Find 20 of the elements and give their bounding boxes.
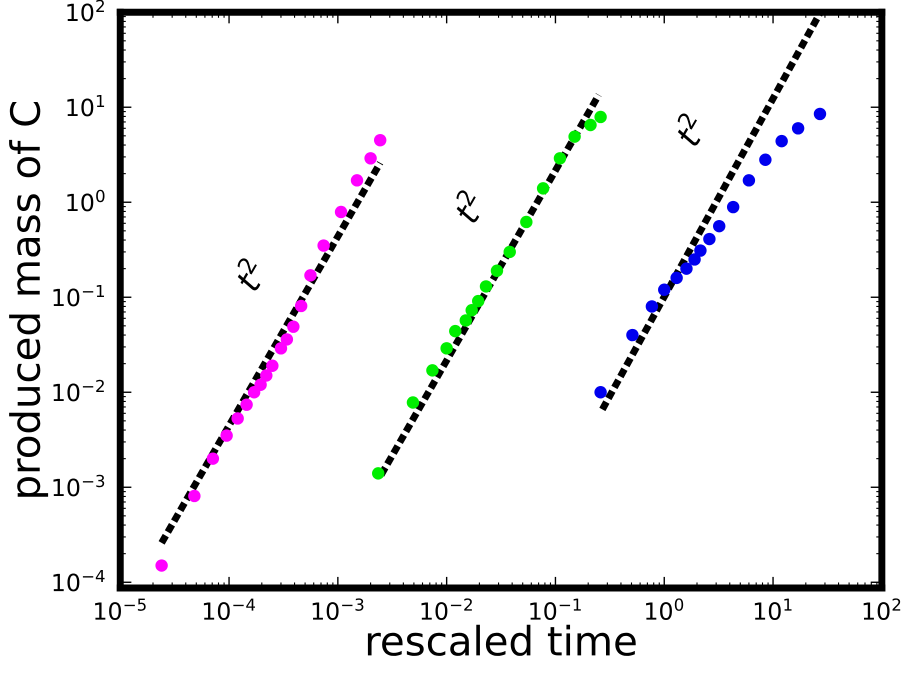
- x-tick-label: 10$^{−4}$: [204, 598, 256, 620]
- x-tick-label: 10$^{0}$: [646, 598, 684, 620]
- x-tick-label: 10$^{1}$: [754, 598, 792, 620]
- x-tick-label: 10$^{−2}$: [422, 598, 472, 620]
- y-tick-label: 10$^{1}$: [67, 94, 104, 116]
- y-tick-label: 10$^{−2}$: [53, 380, 104, 402]
- x-axis-title: rescaled time: [368, 624, 636, 656]
- y-tick-label: 10$^{−1}$: [53, 284, 104, 306]
- y-tick-label: 10$^{−3}$: [53, 474, 104, 496]
- annotation: t$^{2}$: [230, 256, 268, 292]
- annotation: t$^{2}$: [670, 112, 708, 148]
- annotation: t$^{2}$: [448, 188, 487, 224]
- x-tick-label: 10$^{−5}$: [95, 598, 146, 620]
- y-axis-title: produced mass of C: [9, 102, 48, 497]
- y-tick-label: 10$^{2}$: [67, 0, 104, 22]
- x-tick-label: 10$^{−1}$: [530, 598, 581, 620]
- x-tick-label: 10$^{2}$: [864, 598, 900, 620]
- x-tick-label: 10$^{−3}$: [312, 598, 364, 620]
- y-tick-label: 10$^{0}$: [67, 190, 104, 212]
- y-tick-label: 10$^{−4}$: [53, 570, 105, 592]
